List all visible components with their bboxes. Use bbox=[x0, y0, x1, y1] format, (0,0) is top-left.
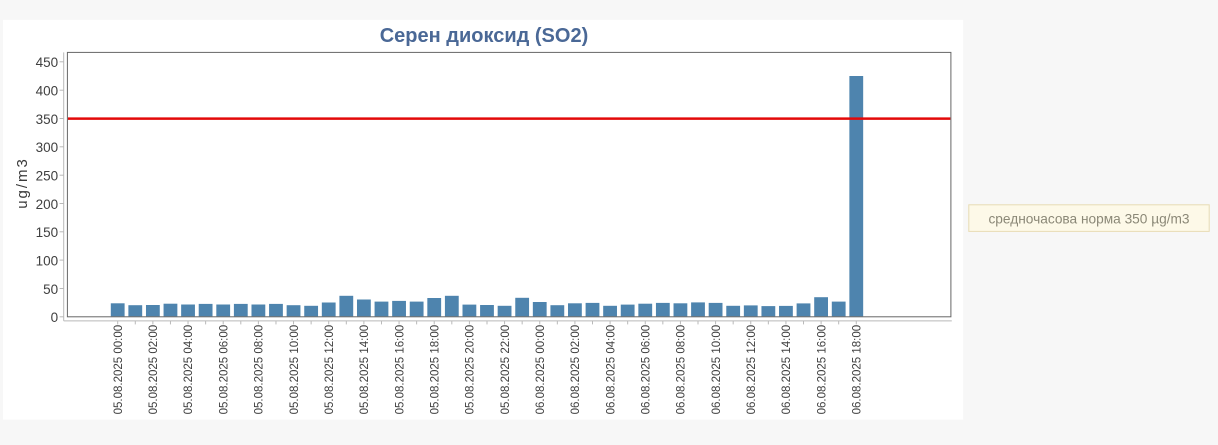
svg-text:350: 350 bbox=[36, 112, 59, 127]
svg-text:250: 250 bbox=[36, 169, 59, 184]
svg-text:05.08.2025 22:00: 05.08.2025 22:00 bbox=[500, 325, 512, 415]
svg-text:06.08.2025 16:00: 06.08.2025 16:00 bbox=[816, 325, 828, 415]
svg-text:05.08.2025 20:00: 05.08.2025 20:00 bbox=[465, 325, 477, 415]
svg-text:400: 400 bbox=[36, 84, 59, 99]
svg-text:05.08.2025 00:00: 05.08.2025 00:00 bbox=[113, 325, 125, 415]
svg-text:06.08.2025 10:00: 06.08.2025 10:00 bbox=[711, 325, 723, 415]
svg-text:05.08.2025 04:00: 05.08.2025 04:00 bbox=[183, 325, 195, 415]
svg-text:100: 100 bbox=[36, 254, 59, 269]
svg-text:06.08.2025 18:00: 06.08.2025 18:00 bbox=[851, 325, 863, 415]
svg-text:06.08.2025 12:00: 06.08.2025 12:00 bbox=[746, 325, 758, 415]
svg-text:средночасова норма 350 µg/m3: средночасова норма 350 µg/m3 bbox=[988, 211, 1189, 226]
svg-text:06.08.2025 00:00: 06.08.2025 00:00 bbox=[535, 325, 547, 415]
svg-text:05.08.2025 08:00: 05.08.2025 08:00 bbox=[254, 325, 266, 415]
svg-text:200: 200 bbox=[36, 197, 59, 212]
svg-text:06.08.2025 02:00: 06.08.2025 02:00 bbox=[570, 325, 582, 415]
svg-text:06.08.2025 06:00: 06.08.2025 06:00 bbox=[640, 325, 652, 415]
svg-text:05.08.2025 16:00: 05.08.2025 16:00 bbox=[394, 325, 406, 415]
svg-text:06.08.2025 14:00: 06.08.2025 14:00 bbox=[781, 325, 793, 415]
svg-text:Серен диоксид (SO2): Серен диоксид (SO2) bbox=[380, 25, 589, 47]
svg-text:05.08.2025 06:00: 05.08.2025 06:00 bbox=[218, 325, 230, 415]
svg-text:50: 50 bbox=[43, 282, 58, 297]
svg-text:300: 300 bbox=[36, 140, 59, 155]
svg-text:05.08.2025 14:00: 05.08.2025 14:00 bbox=[359, 325, 371, 415]
svg-text:05.08.2025 18:00: 05.08.2025 18:00 bbox=[429, 325, 441, 415]
svg-text:06.08.2025 04:00: 06.08.2025 04:00 bbox=[605, 325, 617, 415]
svg-text:150: 150 bbox=[36, 225, 59, 240]
svg-text:0: 0 bbox=[51, 310, 59, 325]
svg-text:05.08.2025 10:00: 05.08.2025 10:00 bbox=[289, 325, 301, 415]
svg-text:05.08.2025 12:00: 05.08.2025 12:00 bbox=[324, 325, 336, 415]
svg-text:450: 450 bbox=[36, 55, 59, 70]
svg-text:05.08.2025 02:00: 05.08.2025 02:00 bbox=[148, 325, 160, 415]
svg-text:06.08.2025 08:00: 06.08.2025 08:00 bbox=[676, 325, 688, 415]
svg-text:ug/m3: ug/m3 bbox=[14, 157, 31, 209]
